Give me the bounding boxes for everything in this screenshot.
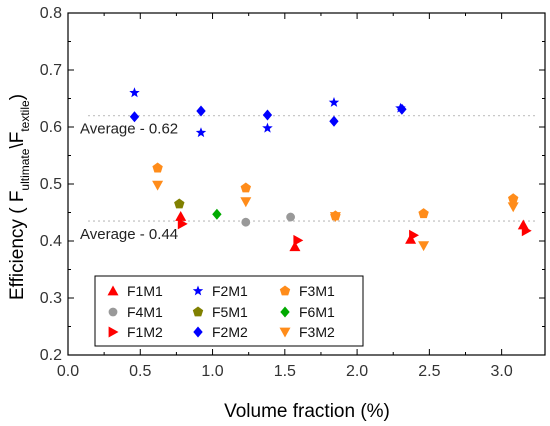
point-f1m2 xyxy=(409,229,419,241)
point-f1m2 xyxy=(293,234,304,246)
legend-label-f2m1: F2M1 xyxy=(212,283,248,299)
legend-label-f5m1: F5M1 xyxy=(212,304,248,320)
point-f2m2 xyxy=(129,111,140,123)
point-f6m1 xyxy=(212,208,222,220)
point-f3m2 xyxy=(240,197,252,208)
legend-label-f4m1: F4M1 xyxy=(127,304,163,320)
point-f2m1 xyxy=(195,127,207,138)
point-f1m2 xyxy=(177,218,188,230)
legend-label-f3m2: F3M2 xyxy=(299,324,335,340)
legend-marker-f3m1 xyxy=(279,285,291,296)
legend-label-f1m1: F1M1 xyxy=(127,283,163,299)
legend-marker-f2m1 xyxy=(192,285,204,296)
x-tick-label: 3.0 xyxy=(491,363,513,380)
point-f2m2 xyxy=(196,105,206,117)
point-f4m1 xyxy=(286,212,295,222)
x-tick-label: 1.5 xyxy=(274,363,296,380)
point-f1m1 xyxy=(175,211,187,221)
x-tick-label: 1.0 xyxy=(201,363,223,380)
legend-marker-f1m1 xyxy=(107,285,119,296)
point-f5m1 xyxy=(174,198,185,209)
x-axis-title: Volume fraction (%) xyxy=(224,401,390,422)
y-axis-title: Efficiency ( Fultimate\Ftextile) xyxy=(7,94,32,300)
average-annotation: Average - 0.62 xyxy=(80,121,178,138)
point-f1m1 xyxy=(289,241,301,252)
legend: F1M1 F2M1 F3M1 F4M1 F5M1 F6M1 F1M2 F2M2 F3M2 xyxy=(94,275,364,347)
y-tick-label: 0.8 xyxy=(40,5,62,22)
legend-marker-f5m1 xyxy=(192,306,204,317)
x-tick-label: 2.5 xyxy=(418,363,440,380)
y-axis-title-sub2: textile xyxy=(18,100,32,132)
point-f2m1 xyxy=(328,97,340,107)
point-f1m2 xyxy=(521,225,532,237)
point-f2m2 xyxy=(329,115,339,127)
point-f3m1 xyxy=(240,182,251,193)
legend-box xyxy=(94,275,364,347)
legend-marker-f1m2 xyxy=(108,326,119,338)
point-f1m1 xyxy=(517,219,529,230)
y-axis-title-suffix: ) xyxy=(7,94,28,100)
legend-label-f2m2: F2M2 xyxy=(212,324,248,340)
point-f2m1 xyxy=(262,122,273,133)
y-axis-title-prefix: Efficiency ( F xyxy=(7,191,28,300)
point-f3m2 xyxy=(152,180,164,191)
legend-marker-f6m1 xyxy=(280,306,290,318)
legend-marker-f4m1 xyxy=(108,307,118,317)
point-f3m1 xyxy=(508,193,519,204)
y-tick-label: 0.6 xyxy=(40,119,62,136)
point-f2m2 xyxy=(262,109,273,121)
point-f3m2 xyxy=(507,202,519,213)
legend-marker-f2m2 xyxy=(193,326,203,338)
y-tick-label: 0.4 xyxy=(40,233,62,250)
legend-label-f1m2: F1M2 xyxy=(127,324,163,340)
legend-marker-f3m2 xyxy=(279,327,291,338)
y-axis-title-mid: \F xyxy=(7,132,28,149)
y-tick-label: 0.2 xyxy=(40,347,62,364)
annotations: Average - 0.62 Average - 0.44 xyxy=(80,121,178,243)
y-tick-label: 0.3 xyxy=(40,290,62,307)
point-f4m1 xyxy=(241,217,251,227)
x-tick-label: 0.5 xyxy=(129,363,151,380)
point-f3m1 xyxy=(152,162,163,173)
point-f2m2 xyxy=(397,103,407,115)
y-axis-title-sub1: ultimate xyxy=(18,148,32,190)
axes: 0.0 0.5 1.0 1.5 2.0 2.5 3.0 0.2 0.3 0.4 0.5 0.6 0.7 0… xyxy=(40,5,545,380)
y-tick-label: 0.5 xyxy=(40,176,62,193)
y-tick-label: 0.7 xyxy=(40,62,62,79)
point-f3m2 xyxy=(418,241,430,252)
x-tick-label: 2.0 xyxy=(346,363,368,380)
legend-label-f3m1: F3M1 xyxy=(299,283,335,299)
point-f3m1 xyxy=(418,208,429,219)
x-tick-label: 0.0 xyxy=(57,363,79,380)
point-f2m1 xyxy=(129,87,140,98)
legend-label-f6m1: F6M1 xyxy=(299,304,335,320)
data-markers xyxy=(129,87,532,252)
point-f3m2 xyxy=(329,212,341,222)
average-annotation: Average - 0.44 xyxy=(80,226,178,243)
